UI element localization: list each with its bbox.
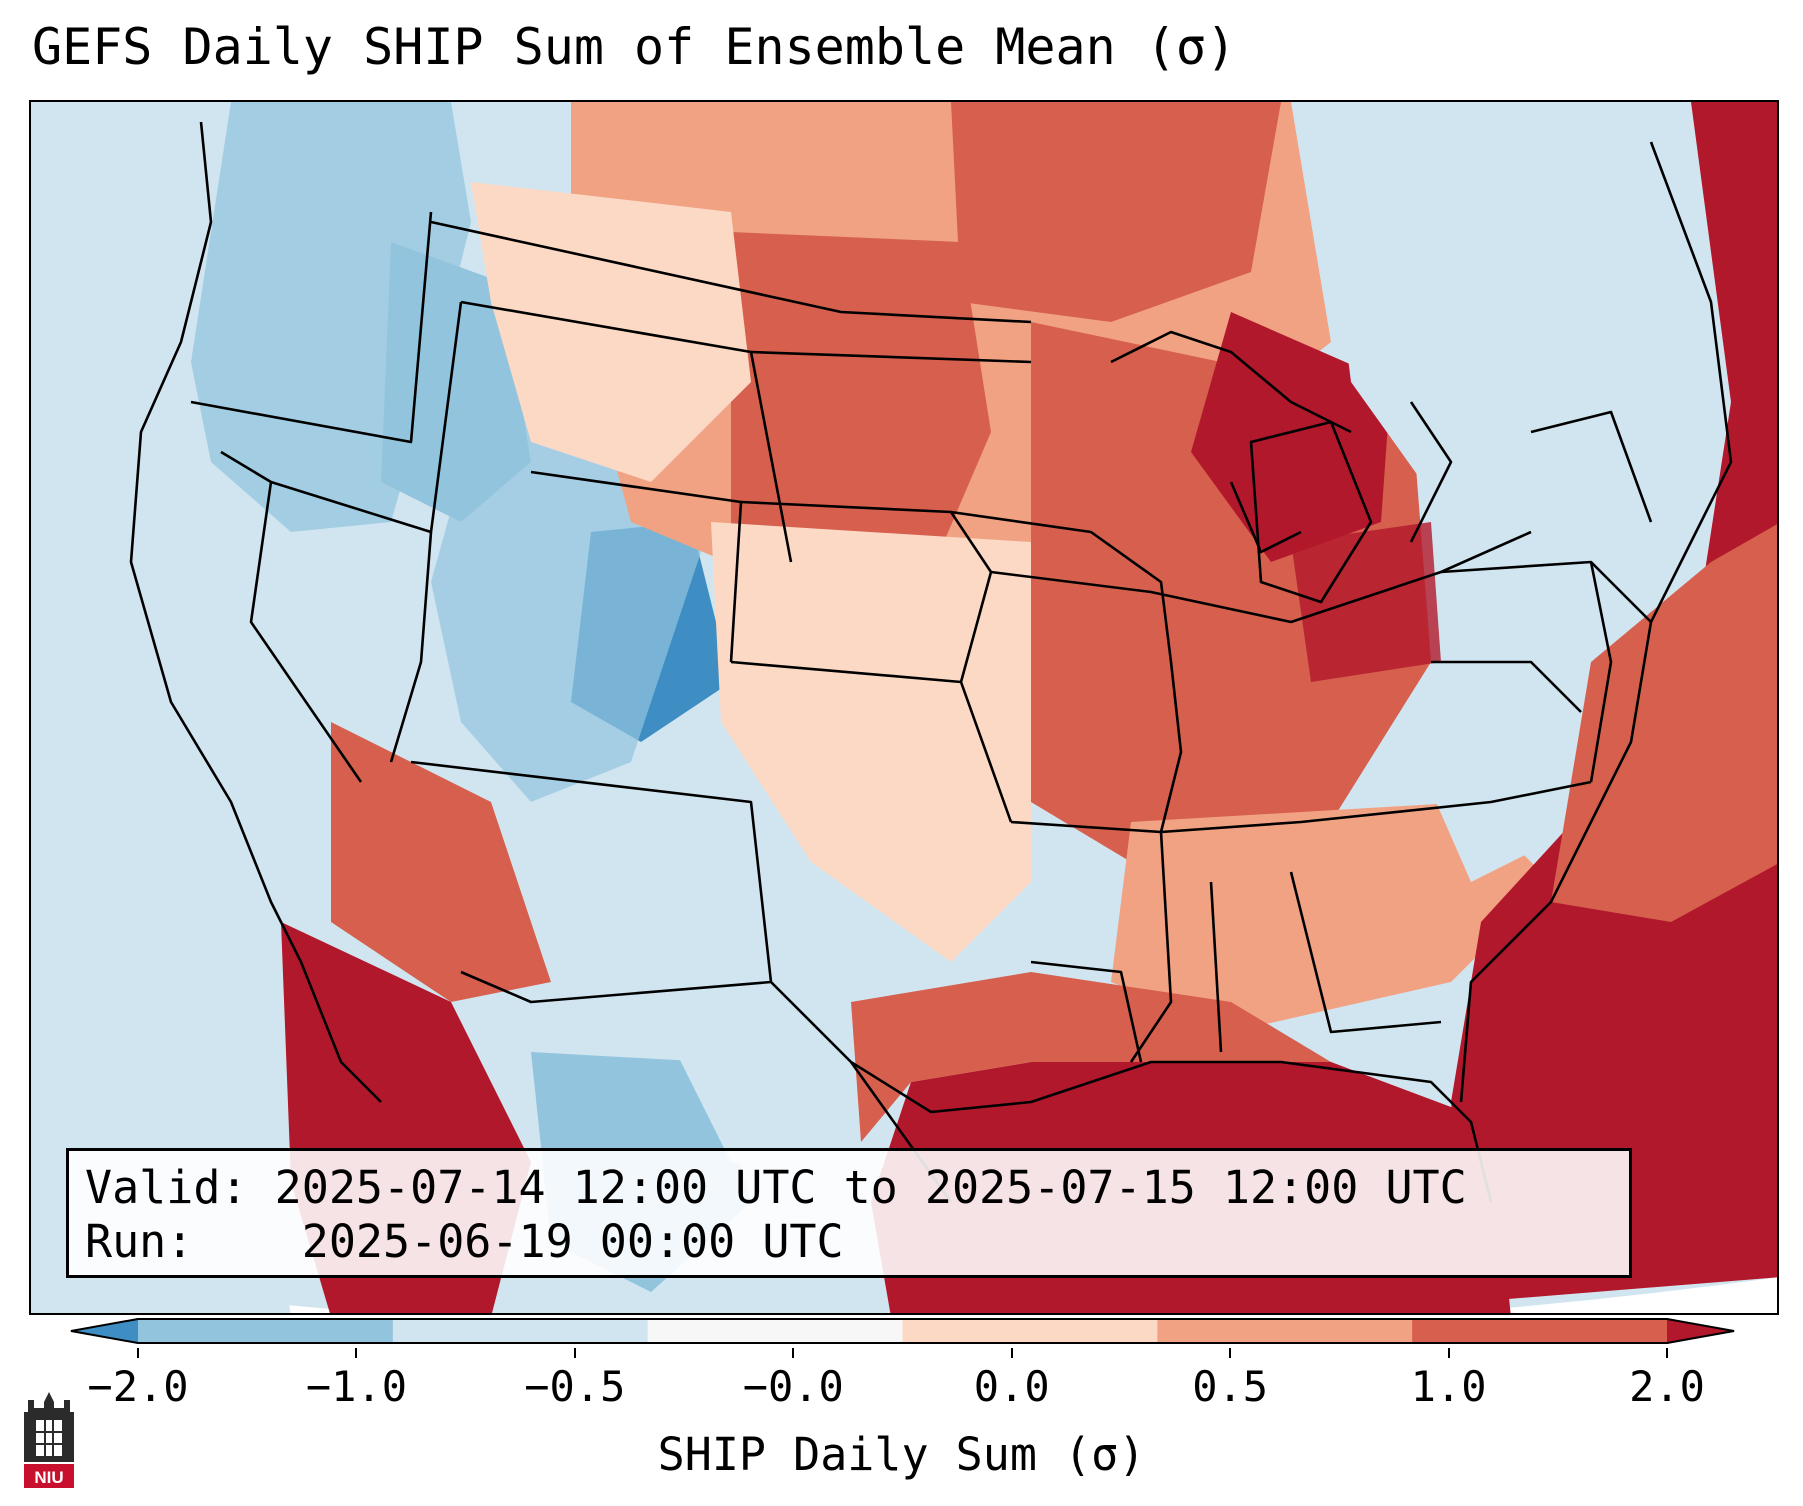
colorbar <box>70 1318 1735 1344</box>
region-carolinas-light <box>1401 682 1591 882</box>
colorbar-tick-label: 0.0 <box>973 1362 1050 1411</box>
region-ohio-dark <box>1291 522 1441 682</box>
region-southeast <box>1111 802 1551 1032</box>
region-atlantic-mid <box>1551 524 1777 922</box>
chart-title: GEFS Daily SHIP Sum of Ensemble Mean (σ) <box>32 18 1237 76</box>
region-montana-light <box>471 182 751 482</box>
colorbar-tick-label: 2.0 <box>1629 1362 1705 1411</box>
colorbar-label: SHIP Daily Sum (σ) <box>657 1428 1146 1481</box>
colorbar-tick-label: −0.0 <box>742 1362 844 1411</box>
colorbar-tick-label: −1.0 <box>305 1362 407 1411</box>
niu-logo: NIU <box>24 1392 74 1488</box>
colorbar-tick-label: −2.0 <box>87 1362 189 1411</box>
colorbar-segment <box>138 1318 394 1344</box>
run-label: Run: <box>85 1215 194 1268</box>
colorbar-tick-mark <box>573 1348 576 1358</box>
region-dakotas-red <box>731 232 991 572</box>
region-sonora <box>331 722 551 1002</box>
colorbar-tick-mark <box>355 1348 358 1358</box>
logo-text: NIU <box>34 1468 63 1487</box>
state-borders <box>129 121 1733 1203</box>
colorbar-tick-label: −0.5 <box>524 1362 626 1411</box>
anomaly-map <box>31 102 1777 1313</box>
valid-label: Valid: <box>85 1161 248 1214</box>
region-great-lakes-dark <box>1191 312 1391 562</box>
colorbar-ticks: −2.0 −1.0 −0.5 −0.0 0.0 0.5 1.0 2.0 <box>0 1348 1803 1411</box>
colorbar-tick-mark <box>1447 1348 1450 1358</box>
colorbar-extend-high <box>1667 1318 1735 1344</box>
colorbar-tick-label: 0.5 <box>1192 1362 1269 1411</box>
colorbar-tick-label: 1.0 <box>1410 1362 1487 1411</box>
region-gulf-coast <box>851 972 1331 1142</box>
region-pacific <box>31 102 291 1313</box>
valid-value: 2025-07-14 12:00 UTC to 2025-07-15 12:00… <box>274 1161 1467 1214</box>
colorbar-outline <box>70 1318 1735 1344</box>
valid-run-box: Valid: 2025-07-14 12:00 UTC to 2025-07-1… <box>66 1148 1632 1278</box>
colorbar-tick-mark <box>1010 1348 1013 1358</box>
colorbar-segment <box>902 1318 1158 1344</box>
colorbar-tick-mark <box>137 1348 139 1358</box>
region-new-england-light <box>1511 332 1711 602</box>
region-minnesota-dark <box>951 102 1281 322</box>
region-atlantic <box>1451 102 1777 1302</box>
colorbar-tick-mark <box>1229 1348 1232 1358</box>
colorbar-segment <box>392 1318 649 1344</box>
run-value: 2025-06-19 00:00 UTC <box>301 1215 844 1268</box>
colorbar-tick-mark <box>792 1348 795 1358</box>
colorbar-tick-mark <box>1666 1348 1668 1358</box>
colorbar-segment <box>647 1318 903 1344</box>
region-central-plains <box>711 522 1031 962</box>
colorbar-segment <box>1412 1318 1668 1344</box>
colorbar-extend-low <box>70 1318 138 1344</box>
colorbar-segment <box>1157 1318 1413 1344</box>
map-panel <box>29 100 1779 1315</box>
